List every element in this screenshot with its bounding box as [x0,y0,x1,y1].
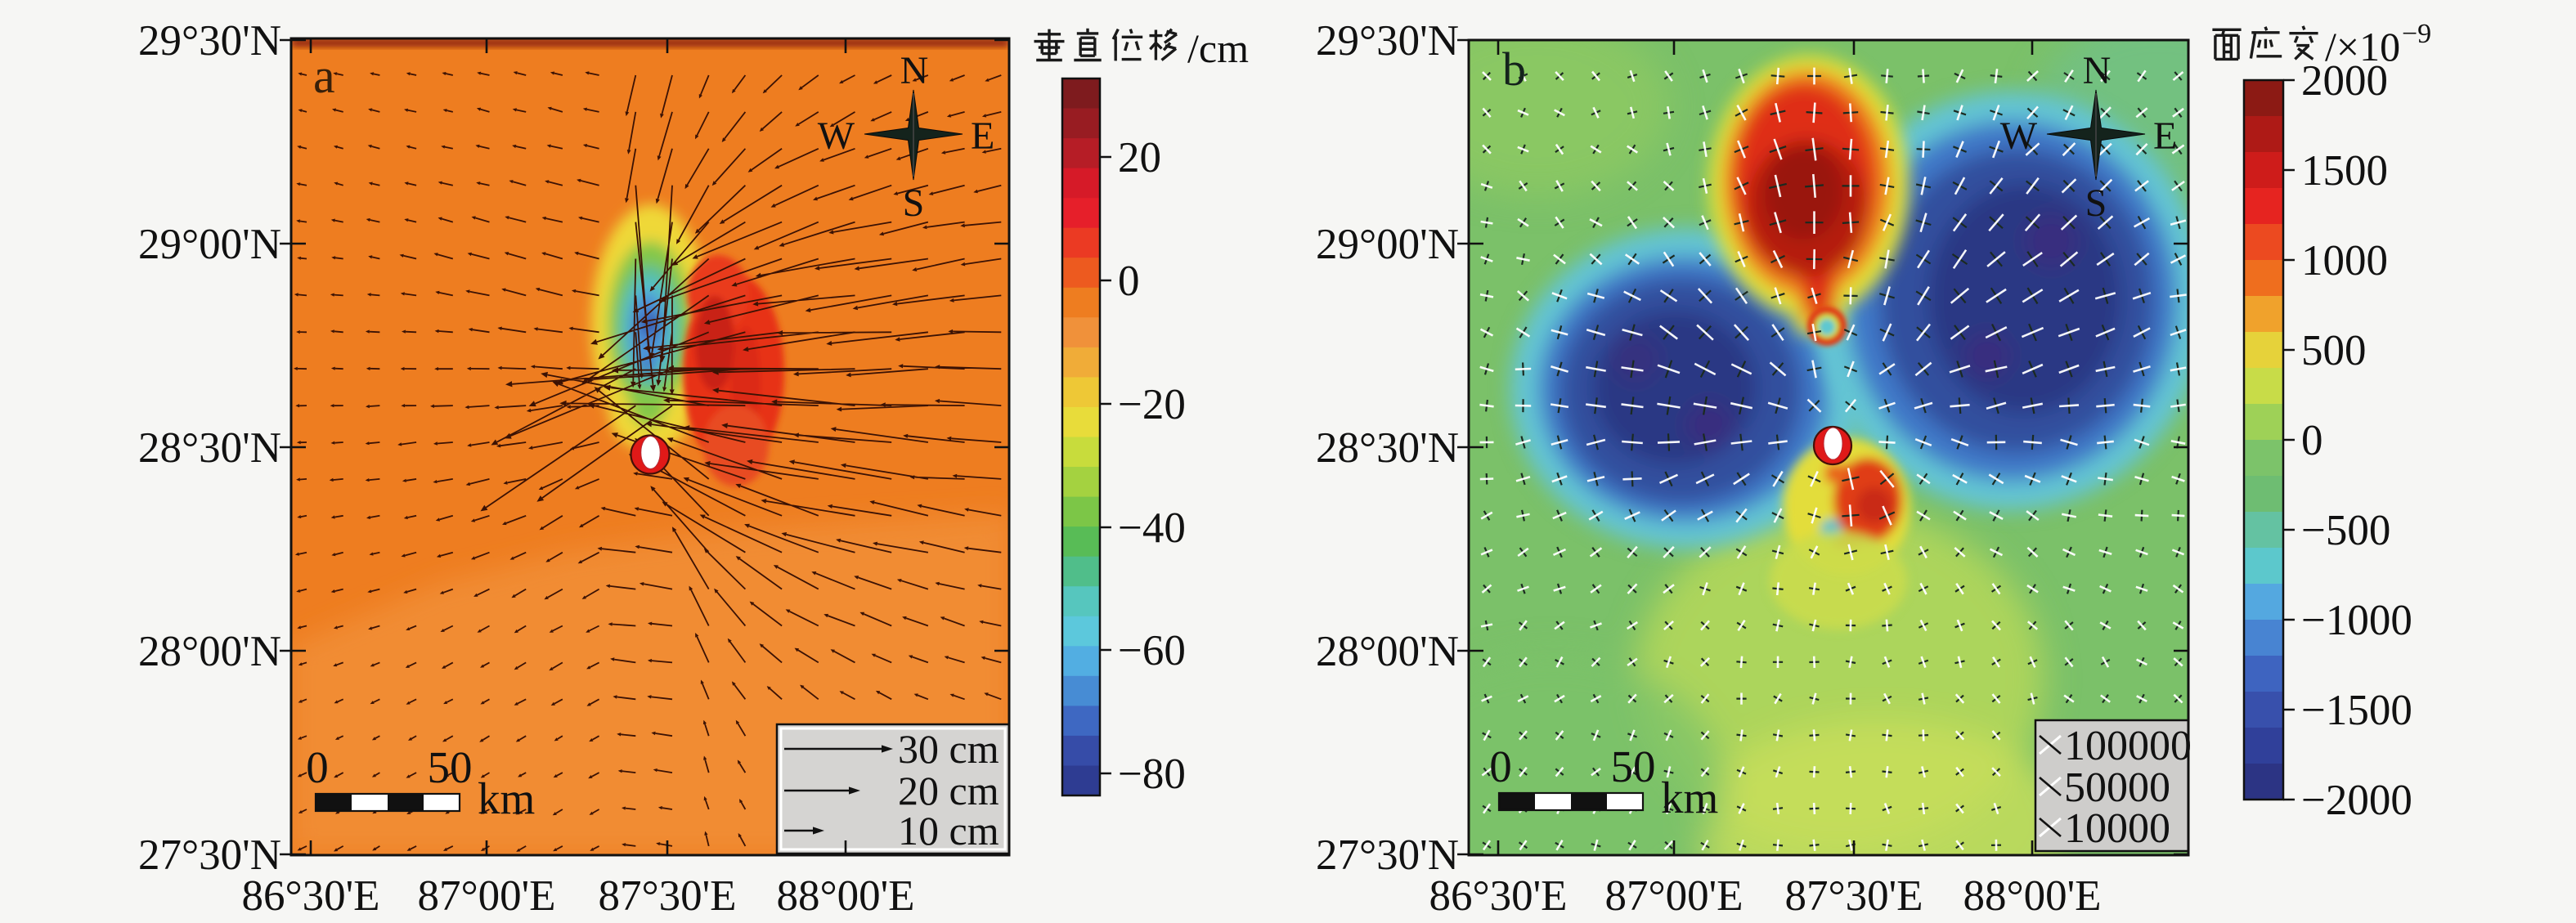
svg-text:500: 500 [2301,327,2367,374]
svg-text:87°30'E: 87°30'E [598,872,736,919]
svg-text:87°30'E: 87°30'E [1784,872,1923,919]
svg-text:0: 0 [2301,417,2323,464]
svg-text:−80: −80 [1118,750,1186,798]
svg-text:E: E [971,114,994,158]
svg-text:km: km [478,773,535,823]
svg-text:29°30'N: 29°30'N [1316,17,1459,65]
svg-text:20 cm: 20 cm [898,768,999,813]
svg-text:27°30'N: 27°30'N [138,831,281,879]
svg-text:28°30'N: 28°30'N [138,424,281,472]
svg-text:−1000: −1000 [2301,597,2412,644]
svg-text:87°00'E: 87°00'E [417,872,555,919]
svg-text:86°30'E: 86°30'E [1429,872,1567,919]
svg-text:−500: −500 [2301,507,2390,554]
svg-text:km: km [1661,773,1718,822]
svg-text:−40: −40 [1118,504,1186,552]
svg-text:−2000: −2000 [2301,777,2412,824]
svg-text:50: 50 [428,742,473,792]
svg-text:2000: 2000 [2301,57,2388,105]
svg-text:0: 0 [1489,742,1512,791]
svg-text:50: 50 [1611,742,1656,791]
svg-text:10 cm: 10 cm [898,808,999,854]
svg-text:−20: −20 [1118,381,1186,428]
svg-text:−1500: −1500 [2301,687,2412,734]
svg-text:−9: −9 [2402,19,2431,49]
svg-text:W: W [818,114,855,158]
svg-text:100000: 100000 [2064,723,2192,769]
svg-text:N: N [900,49,929,92]
svg-text:E: E [2153,114,2177,158]
svg-text:88°00'E: 88°00'E [1963,872,2101,919]
svg-text:1500: 1500 [2301,147,2388,195]
svg-text:20: 20 [1118,134,1161,181]
svg-text:0: 0 [306,742,329,792]
svg-text:28°30'N: 28°30'N [1316,424,1459,472]
svg-text:28°00'N: 28°00'N [1316,628,1459,675]
svg-text:/×10: /×10 [2325,24,2400,69]
svg-text:86°30'E: 86°30'E [241,872,379,919]
svg-text:S: S [2085,181,2107,225]
svg-text:−60: −60 [1118,627,1186,674]
svg-text:N: N [2083,49,2112,92]
svg-text:50000: 50000 [2064,764,2170,811]
svg-text:29°00'N: 29°00'N [1316,221,1459,268]
svg-text:/cm: /cm [1187,25,1249,71]
svg-text:29°00'N: 29°00'N [138,221,281,268]
svg-text:S: S [903,181,925,225]
svg-text:29°30'N: 29°30'N [138,17,281,65]
svg-text:30 cm: 30 cm [898,726,999,772]
svg-text:10000: 10000 [2064,805,2170,852]
svg-text:0: 0 [1118,258,1140,305]
svg-text:88°00'E: 88°00'E [776,872,914,919]
svg-text:27°30'N: 27°30'N [1316,831,1459,879]
svg-text:1000: 1000 [2301,237,2388,285]
svg-text:b: b [1502,43,1526,96]
svg-text:W: W [2000,114,2038,158]
svg-text:a: a [313,49,335,103]
svg-text:87°00'E: 87°00'E [1604,872,1743,919]
svg-text:28°00'N: 28°00'N [138,628,281,675]
